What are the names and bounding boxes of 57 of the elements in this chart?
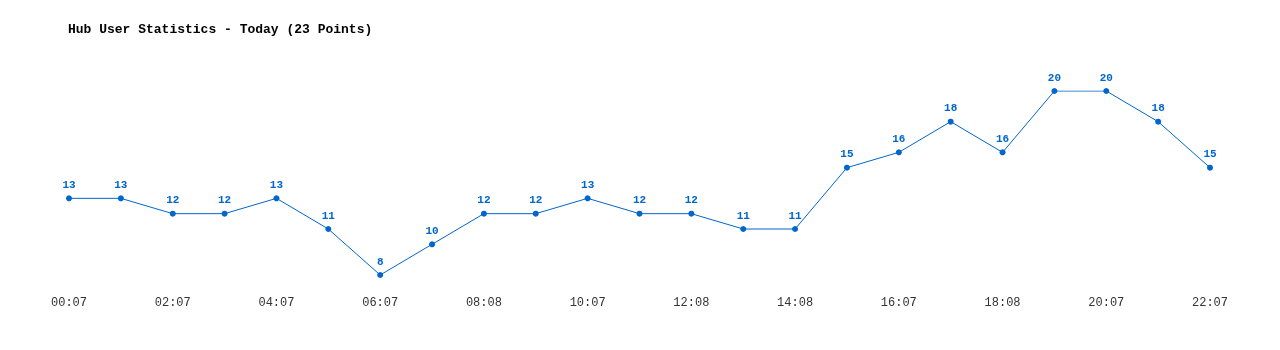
point bbox=[117, 195, 124, 202]
chart-title: Hub User Statistics - Today (23 Points) bbox=[68, 22, 373, 37]
point bbox=[740, 226, 747, 232]
data-label: 20 bbox=[1099, 71, 1113, 84]
point bbox=[221, 210, 228, 217]
data-label: 13 bbox=[62, 178, 76, 191]
data-label: 11 bbox=[736, 209, 751, 222]
data-label: 12 bbox=[529, 194, 543, 207]
x-tick-label: 10:07 bbox=[569, 296, 606, 310]
point bbox=[1051, 88, 1058, 94]
point bbox=[584, 195, 591, 202]
data-label: 18 bbox=[1151, 102, 1166, 115]
data-label: 13 bbox=[114, 178, 128, 191]
x-tick-label: 20:07 bbox=[1088, 296, 1125, 310]
point bbox=[688, 210, 695, 217]
x-tick-label: 08:08 bbox=[465, 296, 502, 310]
point bbox=[843, 164, 850, 171]
point bbox=[792, 226, 799, 232]
point bbox=[66, 195, 72, 202]
x-tick-label: 16:07 bbox=[880, 296, 917, 310]
point bbox=[947, 118, 954, 125]
data-label: 11 bbox=[321, 209, 336, 222]
data-label: 12 bbox=[166, 194, 180, 207]
x-tick-label: 06:07 bbox=[362, 296, 399, 310]
point bbox=[532, 210, 539, 217]
data-label: 20 bbox=[1047, 71, 1062, 84]
x-tick-label: 14:08 bbox=[777, 296, 814, 310]
point bbox=[1155, 118, 1162, 125]
point bbox=[1207, 164, 1213, 171]
point bbox=[273, 195, 280, 202]
data-label: 11 bbox=[788, 209, 803, 222]
point bbox=[480, 210, 487, 217]
data-label: 15 bbox=[1203, 148, 1217, 161]
data-label: 15 bbox=[840, 148, 854, 161]
point bbox=[169, 210, 176, 217]
point bbox=[1103, 88, 1110, 94]
x-tick-label: 18:08 bbox=[984, 296, 1021, 310]
point bbox=[325, 226, 332, 232]
data-label: 16 bbox=[995, 132, 1010, 145]
data-label: 12 bbox=[632, 194, 647, 207]
x-tick-label: 02:07 bbox=[154, 296, 191, 310]
point bbox=[895, 149, 902, 156]
x-tick-label: 00:07 bbox=[50, 296, 88, 310]
data-label: 18 bbox=[944, 102, 958, 115]
x-tick-label: 12:08 bbox=[673, 296, 710, 310]
point bbox=[429, 241, 436, 248]
data-label: 13 bbox=[581, 178, 595, 191]
data-label: 8 bbox=[376, 255, 384, 268]
point bbox=[377, 272, 384, 278]
data-label: 12 bbox=[684, 194, 698, 207]
x-tick-label: 22:07 bbox=[1191, 296, 1229, 310]
data-label: 12 bbox=[217, 194, 232, 207]
data-label: 13 bbox=[269, 178, 284, 191]
x-tick-label: 04:07 bbox=[258, 296, 295, 310]
data-label: 12 bbox=[477, 194, 491, 207]
data-label: 10 bbox=[425, 224, 439, 237]
data-label: 16 bbox=[892, 132, 906, 145]
